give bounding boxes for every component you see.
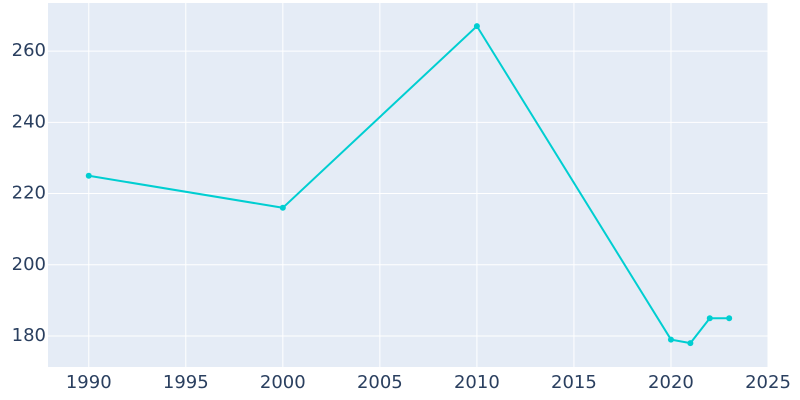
y-tick-label: 260: [12, 40, 46, 61]
x-tick-label: 2020: [648, 372, 694, 393]
x-tick-label: 2005: [357, 372, 403, 393]
x-tick-label: 2010: [454, 372, 500, 393]
data-point: [706, 315, 713, 322]
data-point: [85, 172, 92, 179]
plot-area: [48, 3, 768, 367]
data-point: [473, 23, 480, 30]
data-point: [687, 340, 694, 347]
x-tick-label: 1995: [163, 372, 209, 393]
x-tick-label: 2025: [745, 372, 791, 393]
y-tick-label: 240: [12, 111, 46, 132]
y-tick-label: 180: [12, 325, 46, 346]
data-point: [726, 315, 733, 322]
y-tick-label: 220: [12, 183, 46, 204]
x-tick-label: 2000: [260, 372, 306, 393]
x-tick-label: 1990: [66, 372, 112, 393]
x-tick-label: 2015: [551, 372, 597, 393]
data-point: [279, 204, 286, 211]
data-point: [667, 336, 674, 343]
y-tick-label: 200: [12, 254, 46, 275]
